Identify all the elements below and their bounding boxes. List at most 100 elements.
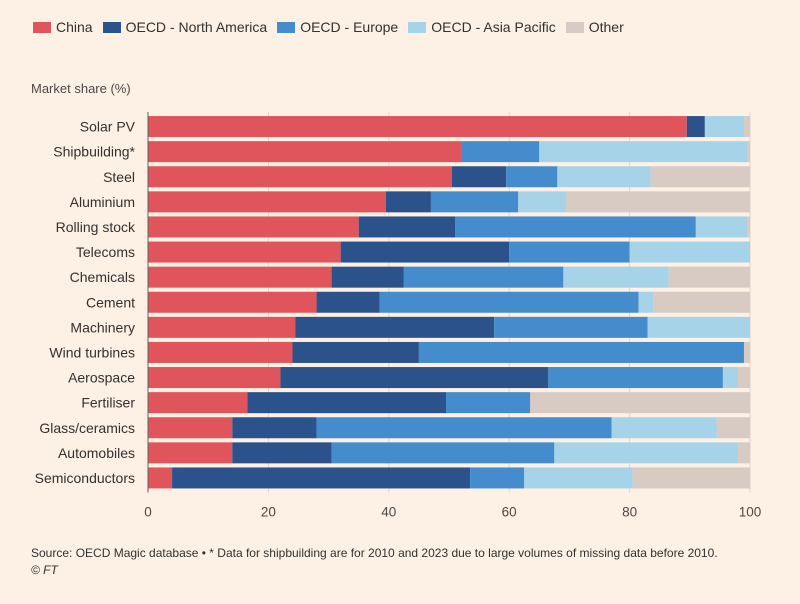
x-tick-label-20: 20	[261, 505, 276, 520]
category-label-semiconductors: Semiconductors	[35, 470, 135, 486]
bar-fertiliser-oecd-europe	[445, 392, 531, 414]
bar-automobiles-oecd-north-america	[232, 442, 332, 464]
bar-aluminium-china	[148, 191, 386, 213]
legend-label-oecd-asia-pacific: OECD - Asia Pacific	[431, 19, 556, 35]
bar-steel-oecd-north-america	[452, 166, 507, 188]
legend-item-oecd-asia-pacific: OECD - Asia Pacific	[408, 19, 556, 35]
bar-shipbuilding-china	[148, 141, 462, 163]
bar-steel-other	[650, 166, 750, 188]
bar-rolling-stock-oecd-europe	[455, 216, 696, 238]
bar-chemicals-oecd-asia-pacific	[563, 266, 669, 288]
bar-automobiles-oecd-asia-pacific	[554, 442, 738, 464]
bar-aerospace-oecd-north-america	[280, 367, 549, 389]
bar-rolling-stock-other	[746, 216, 750, 238]
source-note: Source: OECD Magic database • * Data for…	[31, 545, 718, 579]
legend: China OECD - North America OECD - Europe OE…	[33, 19, 634, 35]
bar-semiconductors-other	[632, 467, 750, 489]
bar-aerospace-oecd-asia-pacific	[722, 367, 738, 389]
legend-label-china: China	[56, 19, 93, 35]
bar-telecoms-oecd-europe	[509, 241, 630, 263]
legend-item-other: Other	[565, 19, 624, 35]
bar-automobiles-other	[737, 442, 750, 464]
bar-semiconductors-oecd-north-america	[172, 467, 471, 489]
x-tick-label-40: 40	[381, 505, 396, 520]
bar-glass-ceramics-oecd-asia-pacific	[611, 417, 717, 439]
bar-aluminium-oecd-europe	[430, 191, 519, 213]
bar-glass-ceramics-china	[148, 417, 233, 439]
bar-telecoms-china	[148, 241, 341, 263]
bar-chemicals-other	[668, 266, 750, 288]
bar-glass-ceramics-oecd-europe	[316, 417, 612, 439]
bar-aluminium-other	[566, 191, 750, 213]
bar-aerospace-oecd-europe	[548, 367, 723, 389]
bar-wind-turbines-other	[743, 341, 750, 363]
bar-shipbuilding-oecd-asia-pacific	[539, 141, 747, 163]
category-label-machinery: Machinery	[70, 319, 135, 335]
bar-semiconductors-oecd-asia-pacific	[524, 467, 633, 489]
bar-glass-ceramics-oecd-north-america	[232, 417, 317, 439]
legend-item-oecd-europe: OECD - Europe	[277, 19, 398, 35]
bar-solar-pv-oecd-asia-pacific	[704, 116, 744, 138]
legend-swatch-oecd-north-america	[102, 21, 121, 33]
bar-solar-pv-oecd-north-america	[686, 116, 705, 138]
bar-shipbuilding-oecd-europe	[461, 141, 540, 163]
bar-cement-oecd-europe	[379, 291, 639, 313]
bar-cement-oecd-north-america	[316, 291, 380, 313]
legend-item-china: China	[33, 19, 93, 35]
category-label-telecoms: Telecoms	[76, 244, 135, 260]
category-label-automobiles: Automobiles	[58, 445, 135, 461]
bar-wind-turbines-oecd-north-america	[292, 341, 419, 363]
bar-aerospace-china	[148, 367, 281, 389]
bar-chemicals-oecd-europe	[403, 266, 564, 288]
bar-cement-other	[653, 291, 750, 313]
bar-steel-oecd-asia-pacific	[557, 166, 651, 188]
x-tick-label-80: 80	[622, 505, 637, 520]
legend-swatch-oecd-asia-pacific	[408, 21, 427, 33]
bar-steel-oecd-europe	[506, 166, 558, 188]
bar-machinery-oecd-north-america	[295, 316, 495, 338]
legend-label-oecd-north-america: OECD - North America	[125, 19, 268, 35]
bar-fertiliser-china	[148, 392, 248, 414]
legend-label-oecd-europe: OECD - Europe	[300, 19, 399, 35]
bar-glass-ceramics-other	[716, 417, 750, 439]
category-label-rolling-stock: Rolling stock	[56, 219, 136, 235]
legend-swatch-oecd-europe	[277, 21, 296, 33]
copyright: © FT	[31, 563, 58, 577]
legend-label-other: Other	[588, 19, 624, 35]
bar-aluminium-oecd-north-america	[385, 191, 431, 213]
category-label-steel: Steel	[103, 169, 135, 185]
bar-machinery-oecd-europe	[494, 316, 648, 338]
bar-steel-china	[148, 166, 453, 188]
bar-solar-pv-other	[743, 116, 750, 138]
bar-wind-turbines-china	[148, 341, 293, 363]
bar-telecoms-oecd-asia-pacific	[629, 241, 750, 263]
category-label-fertiliser: Fertiliser	[81, 395, 135, 411]
category-label-glass-ceramics: Glass/ceramics	[39, 420, 135, 436]
bar-aluminium-oecd-asia-pacific	[518, 191, 567, 213]
bar-rolling-stock-china	[148, 216, 359, 238]
category-label-aerospace: Aerospace	[68, 370, 135, 386]
category-label-aluminium: Aluminium	[70, 194, 135, 210]
x-tick-label-60: 60	[502, 505, 517, 520]
category-label-cement: Cement	[86, 294, 135, 310]
bar-automobiles-china	[148, 442, 233, 464]
category-label-solar-pv: Solar PV	[80, 119, 136, 135]
bar-cement-china	[148, 291, 317, 313]
bar-semiconductors-oecd-europe	[470, 467, 525, 489]
category-label-shipbuilding: Shipbuilding*	[53, 144, 135, 160]
legend-item-oecd-north-america: OECD - North America	[102, 19, 268, 35]
bar-rolling-stock-oecd-north-america	[358, 216, 456, 238]
bar-wind-turbines-oecd-europe	[418, 341, 744, 363]
x-tick-label-0: 0	[144, 505, 152, 520]
bar-chemicals-china	[148, 266, 332, 288]
x-tick-label-100: 100	[739, 505, 762, 520]
bar-rolling-stock-oecd-asia-pacific	[695, 216, 747, 238]
legend-swatch-other	[565, 21, 584, 33]
source-text: Source: OECD Magic database • * Data for…	[31, 546, 718, 560]
y-axis-label: Market share (%)	[31, 81, 131, 96]
bar-automobiles-oecd-europe	[331, 442, 555, 464]
bar-telecoms-oecd-north-america	[340, 241, 510, 263]
bar-cement-oecd-asia-pacific	[638, 291, 654, 313]
